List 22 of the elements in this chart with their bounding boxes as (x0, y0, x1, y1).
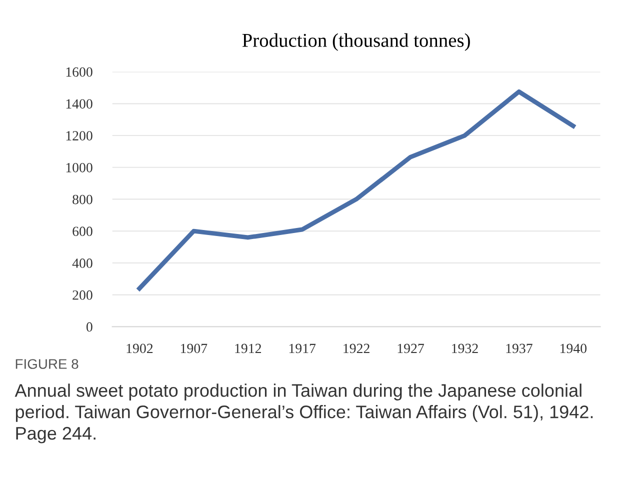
caption: FIGURE 8 (16, 359, 78, 369)
y-tick-label: 400 (72, 258, 92, 268)
y-tick-label: 1400 (66, 99, 92, 109)
x-tick-label: 1927 (398, 344, 424, 354)
chart-title: Production (thousand tonnes) (242, 33, 470, 51)
y-tick-label: 1200 (66, 131, 92, 140)
text: Annual sweet potato production in Taiwan during the Japanese colonial period. Taiwan Governor-General’s Office: Taiwan Affairs (Vol. 51), 1942. Page 244. (14, 384, 593, 444)
y-tick-label: 800 (72, 194, 92, 204)
x-tick-label: 1907 (181, 344, 208, 354)
y-tick-label: 600 (72, 226, 92, 236)
x-tick-label: 1940 (560, 344, 587, 354)
x-tick-label: 1912 (235, 344, 262, 354)
y-tick-label: 200 (72, 290, 92, 300)
x-tick-label: 1932 (452, 344, 478, 354)
x-tick-label: 1937 (506, 344, 532, 354)
y-tick-label: 0 (86, 322, 92, 332)
line-series (137, 89, 576, 291)
y-tick-label: 1600 (66, 67, 92, 77)
x-tick-label: 1922 (344, 344, 370, 354)
y-tick-label: 1000 (66, 162, 92, 172)
x-tick-label: 1902 (126, 344, 153, 354)
x-tick-label: 1917 (289, 344, 316, 354)
